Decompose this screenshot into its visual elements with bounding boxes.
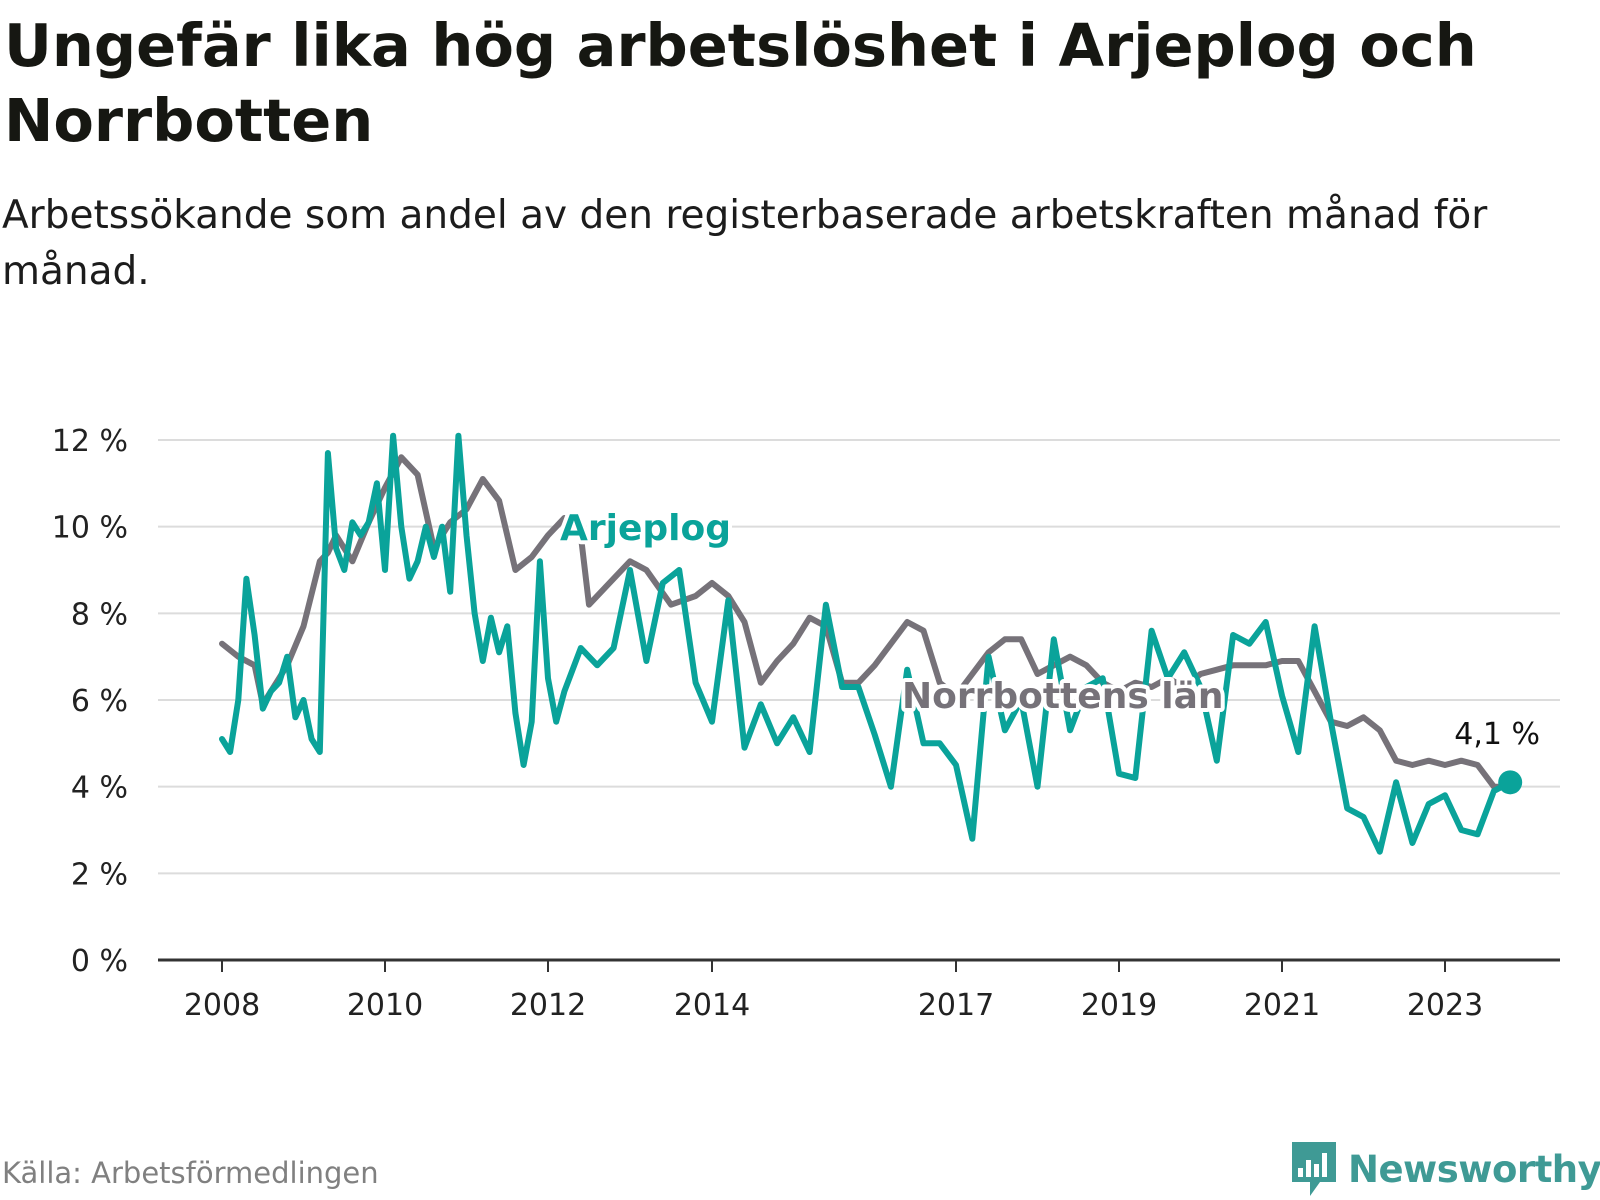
x-tick-label: 2014 xyxy=(674,988,750,1023)
x-axis-ticks: 2008 2010 2012 2014 2017 2019 2021 2023 xyxy=(184,960,1483,1023)
x-tick-label: 2010 xyxy=(347,988,423,1023)
series-lines xyxy=(219,432,1523,855)
label-arjeplog-text: Arjeplog xyxy=(560,508,731,549)
end-point-marker xyxy=(1498,770,1523,795)
y-tick-label: 2 % xyxy=(71,857,128,892)
brand[interactable]: Newsworthy xyxy=(1290,1140,1600,1198)
chart-title: Ungefär lika hög arbetslöshet i Arjeplog… xyxy=(4,11,1477,155)
label-norrbottens-lan-text: Norrbottens län xyxy=(902,676,1224,717)
y-axis-ticks: 0 % 2 % 4 % 6 % 8 % 10 % 12 % xyxy=(52,424,128,979)
y-tick-label: 12 % xyxy=(52,424,128,459)
y-tick-label: 0 % xyxy=(71,944,128,979)
x-tick-label: 2019 xyxy=(1081,988,1157,1023)
newsworthy-logo-icon xyxy=(1292,1142,1336,1196)
source-note: Källa: Arbetsförmedlingen xyxy=(2,1156,379,1190)
chart-subtitle: Arbetssökande som andel av den registerb… xyxy=(2,193,1488,294)
y-tick-label: 4 % xyxy=(71,771,128,806)
label-norrbottens-lan-halo: Norrbottens län xyxy=(902,676,1224,717)
brand-name: Newsworthy xyxy=(1348,1147,1600,1191)
series-line-norrbottens-l-n xyxy=(219,454,1514,790)
label-arjeplog-halo: Arjeplog xyxy=(560,508,731,549)
line-chart: 0 % 2 % 4 % 6 % 8 % 10 % 12 % 2008 2010 2012 2014… xyxy=(52,424,1560,1023)
x-tick-label: 2021 xyxy=(1244,988,1320,1023)
series-line-arjeplog xyxy=(219,432,1514,855)
y-tick-label: 8 % xyxy=(71,597,128,632)
x-tick-label: 2023 xyxy=(1407,988,1483,1023)
x-tick-label: 2012 xyxy=(510,988,586,1023)
y-tick-label: 6 % xyxy=(71,684,128,719)
end-value-label: 4,1 % xyxy=(1454,717,1540,752)
y-tick-label: 10 % xyxy=(52,511,128,546)
x-tick-label: 2008 xyxy=(184,988,260,1023)
x-tick-label: 2017 xyxy=(918,988,994,1023)
